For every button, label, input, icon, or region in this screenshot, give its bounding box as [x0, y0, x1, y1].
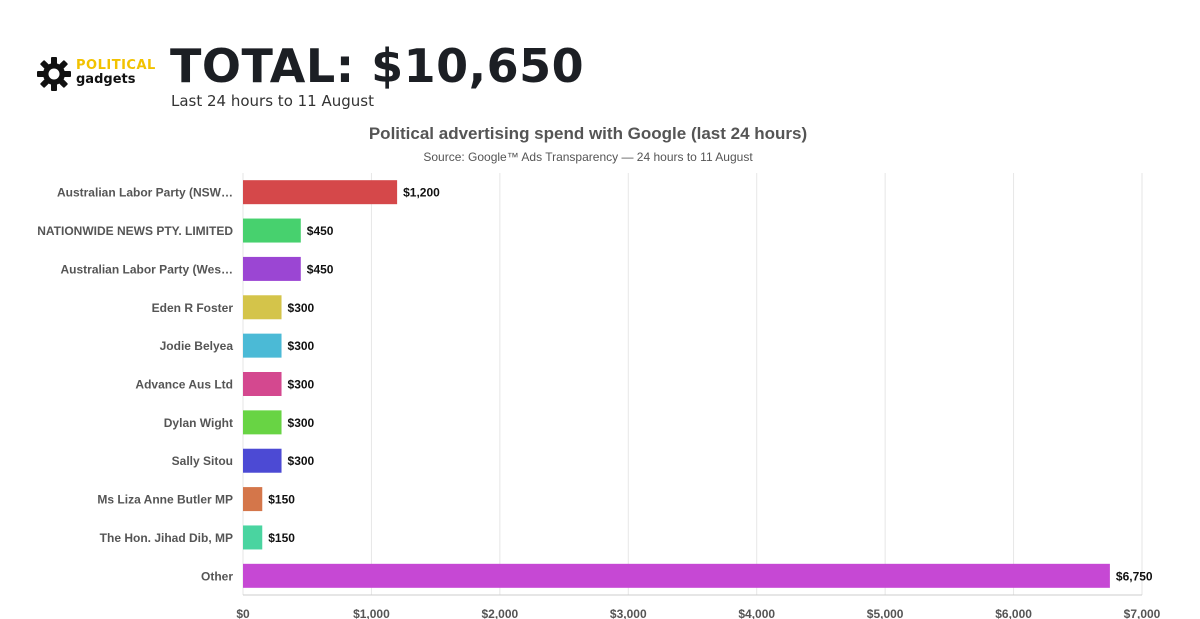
data-label: $150: [268, 493, 295, 507]
data-label: $300: [288, 339, 315, 353]
bar: [243, 333, 282, 358]
chart-title: Political advertising spend with Google …: [369, 124, 807, 143]
bar: [243, 410, 282, 435]
bar: [243, 372, 282, 396]
x-tick-label: $7,000: [1124, 607, 1161, 619]
category-label: Ms Liza Anne Butler MP: [97, 493, 233, 507]
bars-group: [243, 180, 1110, 588]
bar: [243, 563, 1110, 588]
bar: [243, 218, 301, 243]
x-axis-ticks: $0 $1,000 $2,000 $3,000 $4,000 $5,000 $6,000 $7…: [236, 607, 1160, 619]
logo-text-top: POLITICAL: [76, 58, 156, 73]
logo-text-bottom: gadgets: [76, 72, 136, 87]
bar: [243, 525, 263, 550]
chart-subtitle: Source: Google™ Ads Transparency — 24 ho…: [423, 150, 753, 164]
category-label: Australian Labor Party (NSW…: [57, 186, 233, 200]
data-label: $450: [307, 262, 334, 276]
data-label: $450: [307, 224, 334, 238]
category-label: Sally Sitou: [172, 454, 233, 468]
bar: [243, 180, 398, 205]
value-labels: $1,200 $450 $450 $300 $300 $300 $300 $300 $150 $1…: [268, 186, 1153, 584]
x-tick-label: $4,000: [738, 607, 775, 619]
category-label: NATIONWIDE NEWS PTY. LIMITED: [37, 224, 233, 238]
x-tick-label: $1,000: [353, 607, 390, 619]
category-label: Eden R Foster: [152, 301, 234, 315]
bar: [243, 448, 282, 473]
category-label: Dylan Wight: [164, 416, 233, 430]
data-label: $300: [288, 416, 315, 430]
data-label: $300: [288, 454, 315, 468]
bar: [243, 295, 282, 320]
x-tick-label: $3,000: [610, 607, 647, 619]
data-label: $1,200: [403, 186, 440, 200]
data-label: $150: [268, 531, 295, 545]
grid-lines: [242, 173, 1143, 596]
category-labels: Australian Labor Party (NSW… NATIONWIDE N…: [37, 186, 233, 584]
gear-icon: [37, 57, 71, 91]
data-label: $300: [288, 301, 315, 315]
category-label: Advance Aus Ltd: [135, 378, 233, 392]
data-label: $300: [288, 378, 315, 392]
x-tick-label: $2,000: [482, 607, 519, 619]
category-label: Other: [201, 569, 233, 583]
logo: POLITICAL gadgets: [36, 56, 166, 92]
data-label: $6,750: [1116, 569, 1153, 583]
category-label: Jodie Belyea: [160, 339, 234, 353]
bar: [243, 487, 263, 512]
x-tick-label: $6,000: [995, 607, 1032, 619]
x-tick-label: $5,000: [867, 607, 904, 619]
x-tick-label: $0: [236, 607, 250, 619]
header-subtitle: Last 24 hours to 11 August: [171, 92, 374, 110]
total-heading: TOTAL: $10,650: [170, 39, 585, 93]
bar: [243, 256, 301, 281]
category-label: Australian Labor Party (Wes…: [61, 262, 234, 276]
category-label: The Hon. Jihad Dib, MP: [100, 531, 233, 545]
